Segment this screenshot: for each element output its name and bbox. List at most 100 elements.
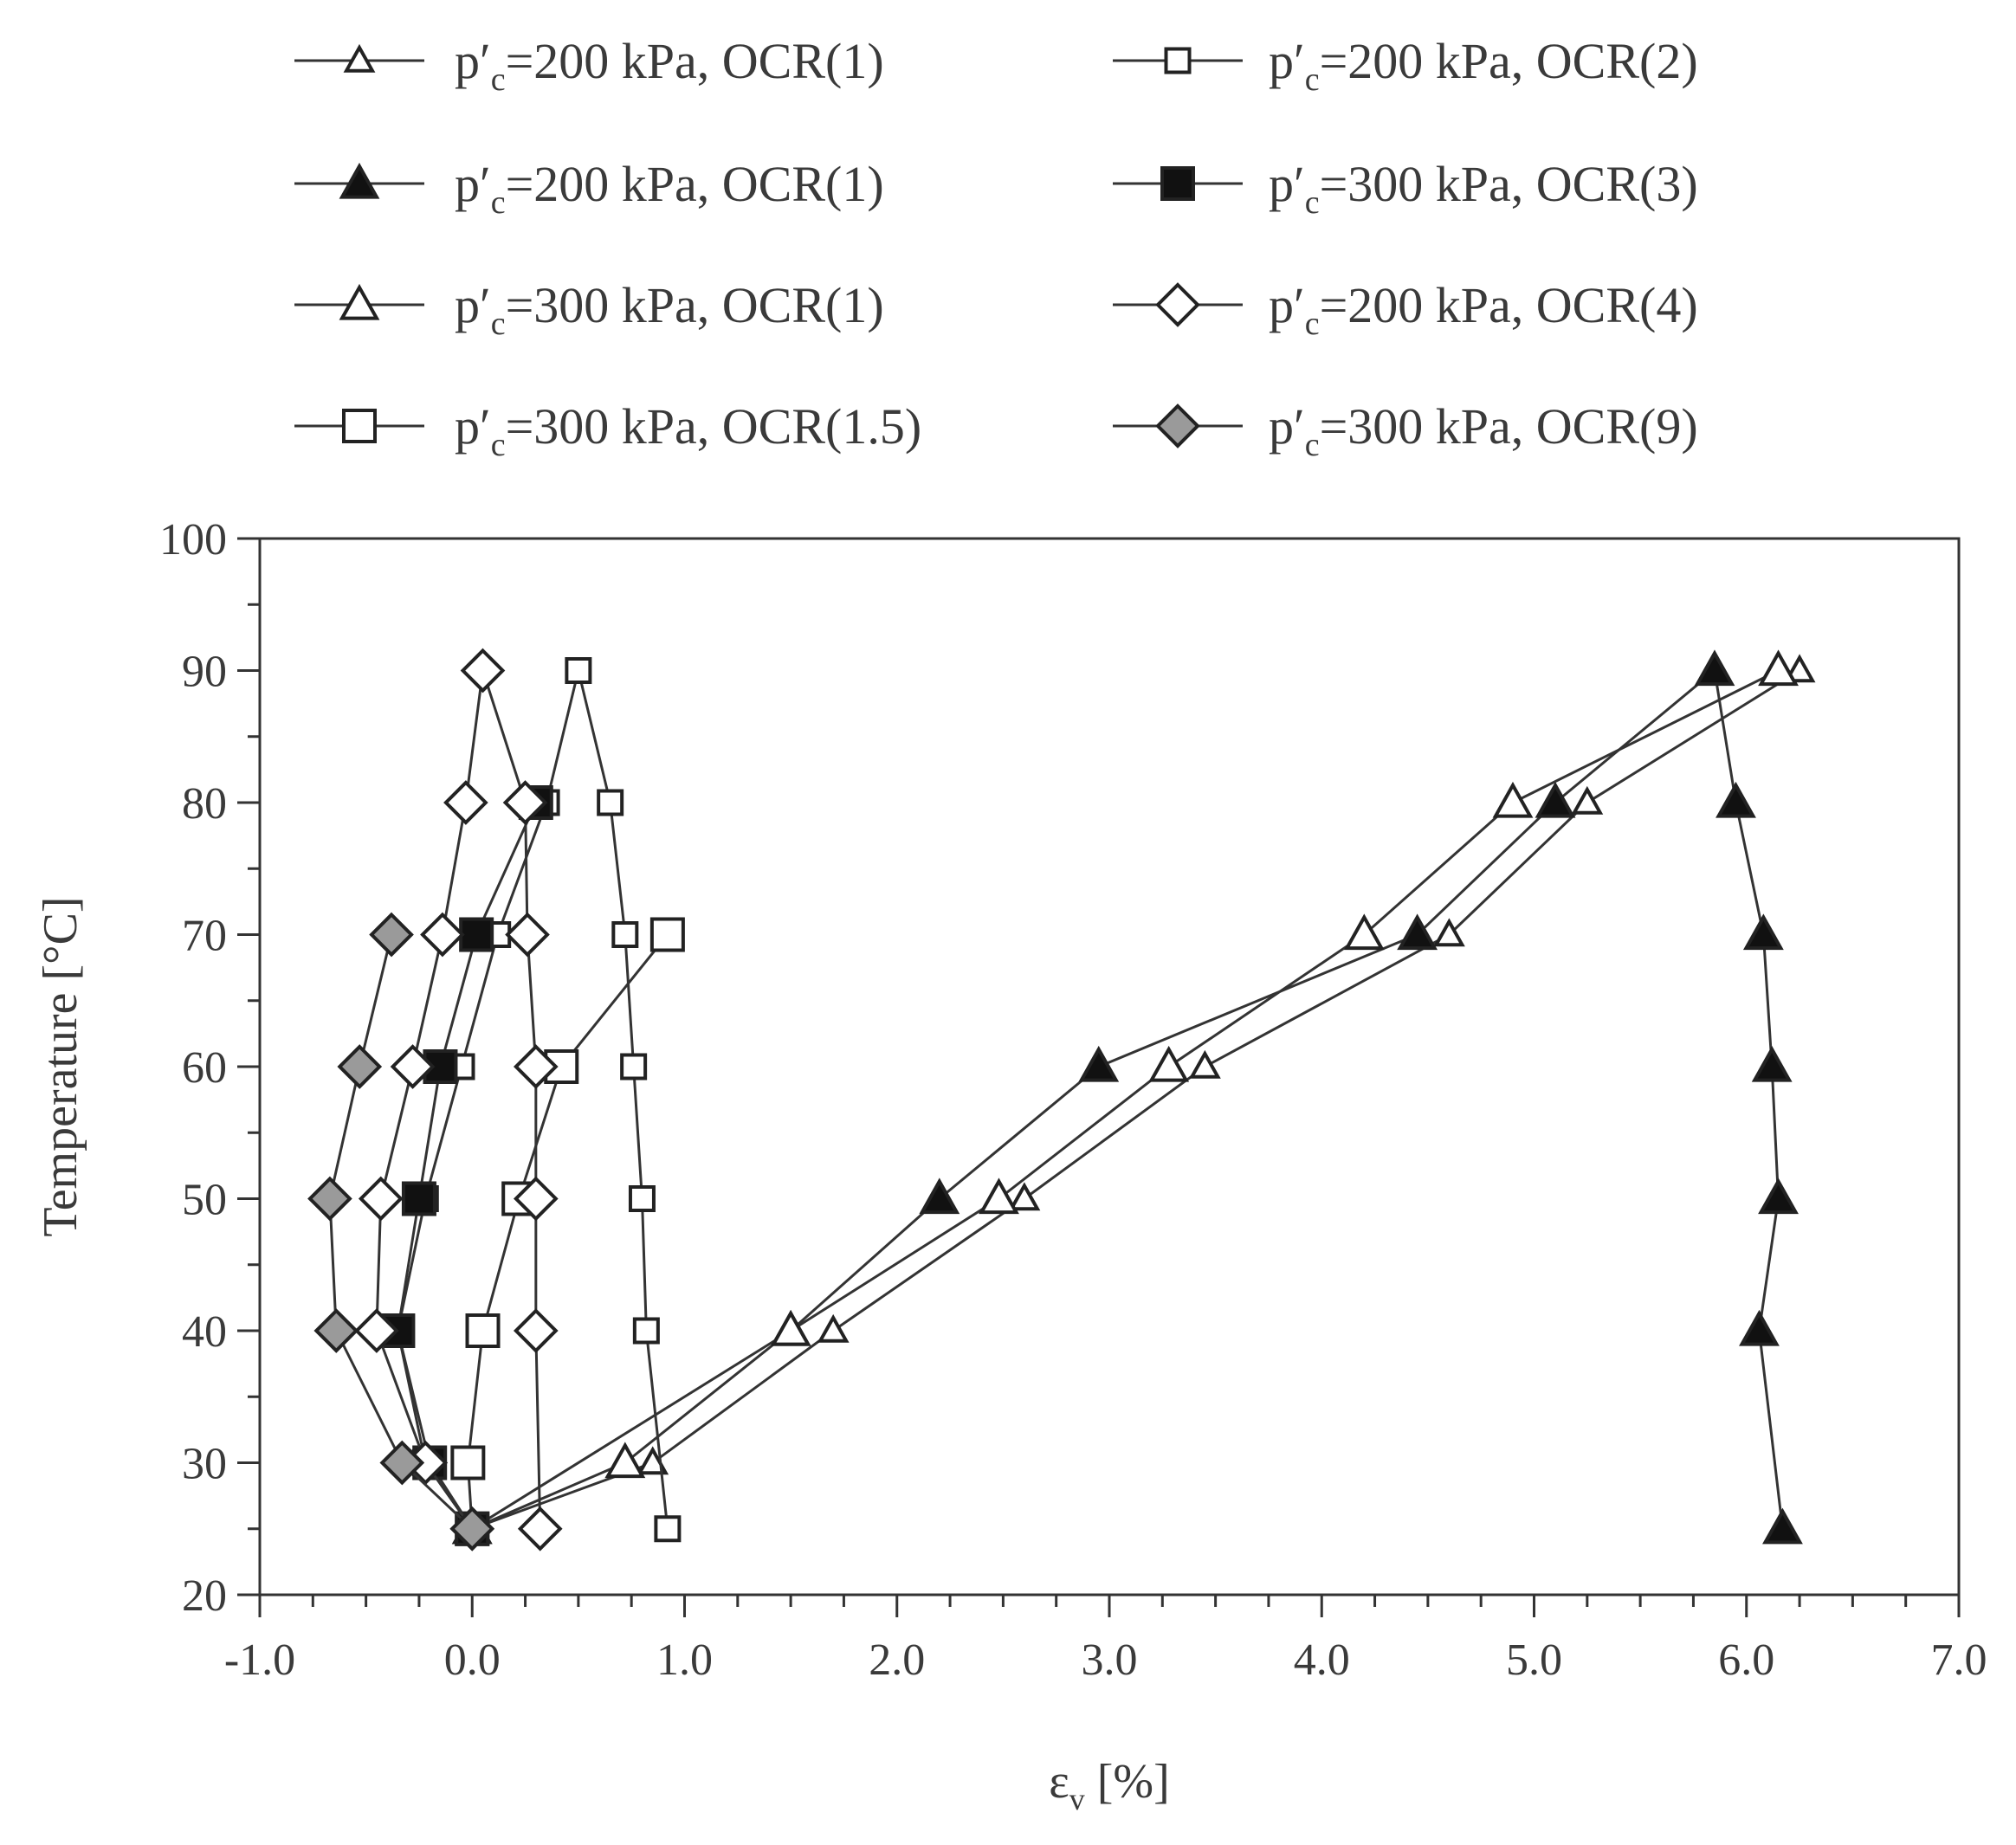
y-axis-title: Temperature [°C]	[34, 896, 87, 1236]
data-point	[460, 648, 506, 693]
legend-marker	[1164, 47, 1192, 74]
series-line	[328, 934, 474, 1530]
legend-label: p′c=300 kPa, OCR(9)	[1269, 398, 1698, 463]
data-point	[620, 1053, 648, 1081]
data-point	[919, 1177, 960, 1215]
data-point	[307, 1176, 352, 1222]
legend-marker	[339, 162, 380, 199]
data-point	[517, 1506, 563, 1551]
data-point	[1148, 1045, 1190, 1082]
data-point	[450, 1445, 486, 1481]
series-8	[307, 912, 495, 1551]
legend-item: p′c=200 kPa, OCR(4)	[1113, 277, 1698, 342]
data-point	[1739, 1309, 1780, 1346]
x-tick-label: 0.0	[444, 1635, 501, 1685]
data-point	[505, 912, 550, 958]
data-point	[1188, 1049, 1221, 1079]
data-point	[358, 1176, 404, 1222]
data-point	[313, 1308, 359, 1353]
x-tick-label: 6.0	[1718, 1635, 1774, 1685]
legend-item: p′c=300 kPa, OCR(1.5)	[294, 398, 921, 463]
legend-item: p′c=300 kPa, OCR(1)	[294, 277, 884, 342]
legend-label: p′c=200 kPa, OCR(1)	[455, 156, 884, 221]
series-layer	[307, 648, 1816, 1551]
x-tick-label: 5.0	[1506, 1635, 1562, 1685]
y-tick-label: 50	[182, 1176, 227, 1225]
y-tick-label: 20	[182, 1571, 227, 1621]
legend-label: p′c=200 kPa, OCR(2)	[1269, 33, 1698, 98]
data-point	[502, 780, 548, 825]
data-point	[604, 1442, 646, 1479]
legend-label: p′c=200 kPa, OCR(1)	[455, 33, 884, 98]
data-point	[1078, 1045, 1120, 1082]
data-point	[770, 1309, 811, 1346]
legend-marker	[339, 283, 380, 320]
series-4	[450, 917, 685, 1546]
x-axis-title-symbol: ε	[1049, 1755, 1069, 1809]
data-point	[1783, 654, 1816, 683]
data-point	[1742, 913, 1784, 951]
data-point	[513, 1308, 559, 1353]
legend-item: p′c=300 kPa, OCR(9)	[1113, 398, 1698, 463]
x-axis-title: εv [%]	[1049, 1755, 1169, 1816]
legend: p′c=200 kPa, OCR(1) p′c=200 kPa, OCR(1) p′…	[294, 33, 1698, 463]
data-point	[337, 1044, 383, 1089]
series-7	[354, 648, 563, 1551]
x-tick-label: 4.0	[1294, 1635, 1350, 1685]
legend-marker	[1155, 403, 1200, 448]
data-point	[817, 1313, 850, 1343]
y-tick-label: 100	[159, 515, 227, 564]
legend-item: p′c=200 kPa, OCR(2)	[1113, 33, 1698, 98]
legend-item: p′c=200 kPa, OCR(1)	[294, 156, 884, 221]
data-point	[420, 912, 465, 958]
series-line	[471, 669, 1780, 1531]
data-point	[449, 1506, 495, 1551]
data-point	[354, 1308, 399, 1353]
legend-marker	[342, 409, 377, 443]
x-tick-label: 2.0	[869, 1635, 925, 1685]
data-point	[1716, 781, 1756, 818]
x-tick-label: 1.0	[656, 1635, 713, 1685]
data-point	[649, 917, 685, 952]
data-point	[459, 917, 494, 952]
legend-label: p′c=300 kPa, OCR(3)	[1269, 156, 1698, 221]
legend-item: p′c=200 kPa, OCR(1)	[294, 33, 884, 98]
series-line	[396, 802, 538, 1530]
y-tick-label: 90	[182, 648, 227, 697]
data-point	[379, 1440, 425, 1486]
data-point	[390, 1044, 436, 1089]
data-point	[401, 1181, 436, 1216]
data-point	[1008, 1182, 1041, 1211]
legend-marker	[343, 43, 376, 73]
data-point	[1535, 781, 1576, 818]
data-point	[1758, 649, 1799, 687]
legend-label: p′c=300 kPa, OCR(1.5)	[455, 398, 921, 463]
data-point	[632, 1317, 660, 1345]
data-point	[1432, 918, 1465, 947]
data-point	[979, 1177, 1019, 1215]
legend-item: p′c=300 kPa, OCR(3)	[1113, 156, 1698, 221]
legend-label: p′c=300 kPa, OCR(1)	[455, 277, 884, 342]
data-point	[1758, 1177, 1799, 1215]
data-point	[1492, 781, 1534, 818]
y-tick-label: 40	[182, 1307, 227, 1357]
x-axis-title-subscript: v	[1069, 1782, 1085, 1816]
legend-marker	[1160, 166, 1195, 201]
series-1	[456, 654, 1816, 1541]
data-point	[1397, 913, 1438, 951]
y-tick-label: 60	[182, 1043, 227, 1093]
x-tick-label: -1.0	[224, 1635, 295, 1685]
data-point	[465, 1313, 501, 1348]
data-point	[628, 1185, 656, 1212]
data-point	[597, 789, 624, 816]
data-point	[654, 1515, 682, 1543]
data-point	[565, 657, 592, 684]
legend-label: p′c=200 kPa, OCR(4)	[1269, 277, 1698, 342]
data-point	[1343, 913, 1385, 951]
series-line	[466, 933, 669, 1529]
x-tick-label: 3.0	[1082, 1635, 1138, 1685]
data-point	[1762, 1507, 1803, 1545]
data-point	[1751, 1045, 1793, 1082]
data-point	[1571, 785, 1604, 815]
